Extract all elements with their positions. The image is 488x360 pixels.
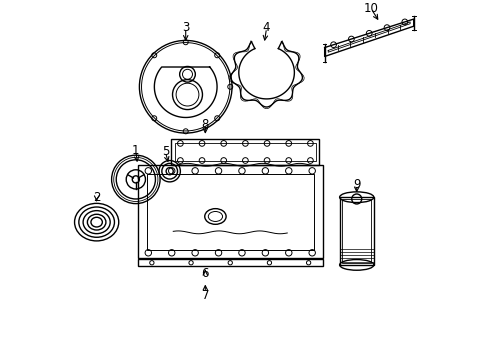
Text: 2: 2 (93, 191, 100, 204)
Text: 5: 5 (162, 145, 169, 158)
Bar (339, 197, 373, 265)
Bar (146, 174, 313, 249)
Text: 3: 3 (182, 22, 189, 35)
Text: 6: 6 (201, 267, 209, 280)
Text: 8: 8 (201, 118, 208, 131)
Bar (175, 143, 315, 161)
Bar (342, 199, 370, 263)
Text: 7: 7 (201, 289, 209, 302)
Text: 1: 1 (132, 144, 139, 157)
Bar (137, 259, 322, 266)
Bar (137, 165, 322, 258)
Text: 9: 9 (352, 178, 360, 191)
Text: 4: 4 (263, 22, 270, 35)
Text: 10: 10 (363, 2, 378, 15)
Bar (171, 139, 319, 165)
